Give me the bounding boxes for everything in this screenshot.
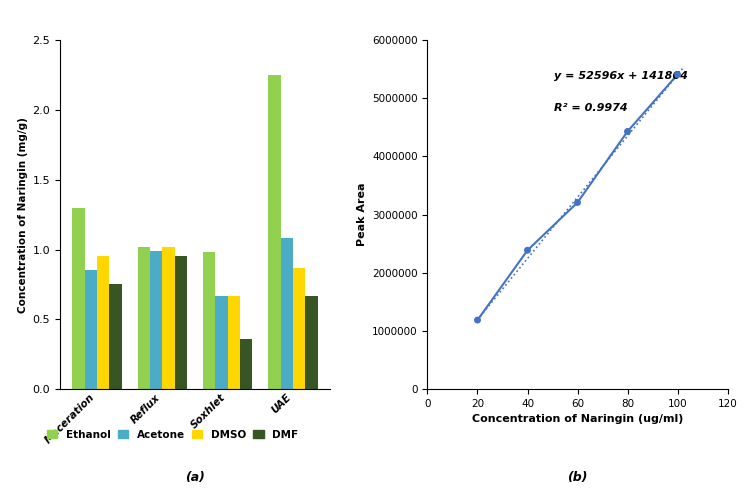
Bar (268, 75, 280, 389)
Point (671, 70, 683, 78)
X-axis label: Concentration of Naringin (ug/ml): Concentration of Naringin (ug/ml) (472, 415, 683, 425)
Bar (150, 251, 162, 389)
Point (521, 247, 533, 254)
Point (572, 199, 584, 207)
Bar (110, 284, 122, 389)
Bar (202, 252, 215, 389)
Bar (215, 295, 228, 389)
Bar (305, 295, 318, 389)
Bar (85, 270, 97, 389)
Bar (72, 208, 85, 389)
Bar (137, 247, 150, 389)
Text: (b): (b) (567, 471, 588, 484)
Legend: Ethanol, Acetone, DMSO, DMF: Ethanol, Acetone, DMSO, DMF (43, 426, 302, 444)
Y-axis label: Peak Area: Peak Area (356, 183, 367, 247)
Point (622, 127, 634, 135)
Bar (280, 239, 293, 389)
Bar (97, 256, 109, 389)
Text: R² = 0.9974: R² = 0.9974 (554, 103, 627, 113)
Y-axis label: Concentration of Naringin (mg/g): Concentration of Naringin (mg/g) (18, 117, 28, 312)
Bar (162, 247, 175, 389)
Text: (a): (a) (185, 471, 205, 484)
Bar (293, 267, 305, 389)
Bar (228, 295, 240, 389)
Bar (175, 256, 188, 389)
Point (472, 316, 484, 324)
Bar (240, 339, 253, 389)
Text: y = 52596x + 141864: y = 52596x + 141864 (554, 71, 687, 81)
